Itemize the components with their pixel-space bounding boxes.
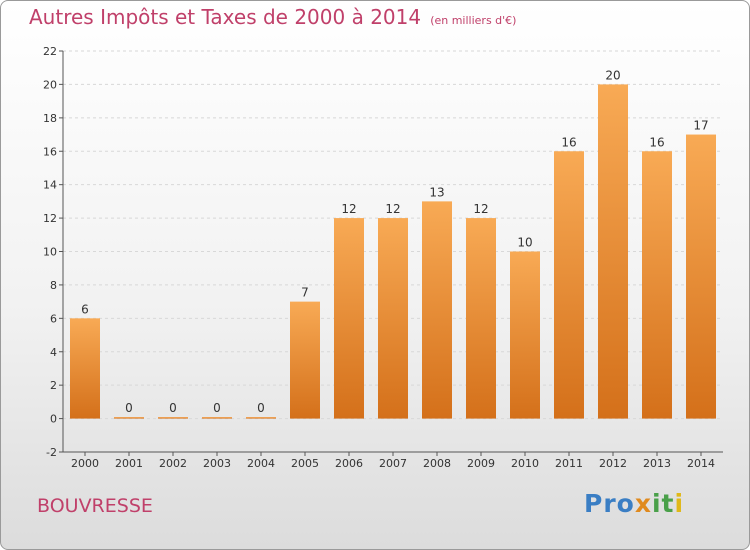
x-tick-label: 2000 [71, 457, 99, 470]
y-tick-label: 14 [43, 179, 57, 192]
y-tick-label: 10 [43, 246, 57, 259]
x-tick-label: 2005 [291, 457, 319, 470]
bar [554, 151, 584, 419]
data-label: 0 [257, 401, 265, 415]
bar [70, 318, 100, 419]
chart-title-main: Autres Impôts et Taxes de 2000 à 2014 [29, 5, 422, 29]
x-tick-label: 2003 [203, 457, 231, 470]
x-tick-label: 2013 [643, 457, 671, 470]
data-label: 12 [385, 202, 400, 216]
y-tick-label: 18 [43, 112, 57, 125]
x-tick-label: 2011 [555, 457, 583, 470]
bar [422, 201, 452, 419]
y-tick-label: 6 [50, 312, 57, 325]
bar [202, 417, 232, 419]
y-tick-label: 8 [50, 279, 57, 292]
bar [378, 218, 408, 419]
y-tick-label: 20 [43, 78, 57, 91]
x-tick-label: 2008 [423, 457, 451, 470]
bar [466, 218, 496, 419]
proxiti-logo[interactable]: Proxiti [584, 489, 684, 518]
data-label: 17 [693, 119, 708, 133]
x-tick-label: 2004 [247, 457, 275, 470]
bar [334, 218, 364, 419]
logo-letters-2: x [634, 489, 652, 518]
x-tick-label: 2010 [511, 457, 539, 470]
logo-letters-3: it [651, 489, 675, 518]
data-label: 16 [561, 135, 576, 149]
y-tick-label: 16 [43, 145, 57, 158]
x-tick-label: 2014 [687, 457, 715, 470]
x-tick-label: 2002 [159, 457, 187, 470]
y-tick-label: 4 [50, 346, 57, 359]
bar [598, 84, 628, 419]
x-tick-label: 2001 [115, 457, 143, 470]
x-tick-label: 2012 [599, 457, 627, 470]
bar [510, 251, 540, 419]
y-tick-label: 12 [43, 212, 57, 225]
chart-title: Autres Impôts et Taxes de 2000 à 2014 (e… [29, 5, 516, 29]
bar [114, 417, 144, 419]
x-tick-label: 2006 [335, 457, 363, 470]
data-label: 13 [429, 185, 444, 199]
data-label: 16 [649, 135, 664, 149]
y-tick-label: 22 [43, 45, 57, 58]
logo-letters-4: i [674, 489, 685, 518]
bar [686, 134, 716, 419]
x-tick-label: 2009 [467, 457, 495, 470]
logo-letters-1: Pro [584, 489, 635, 518]
y-tick-label: -2 [46, 446, 57, 459]
data-label: 12 [341, 202, 356, 216]
data-label: 0 [213, 401, 221, 415]
y-tick-label: 2 [50, 379, 57, 392]
bar [158, 417, 188, 419]
commune-name: BOUVRESSE [37, 495, 153, 517]
data-label: 6 [81, 302, 89, 316]
data-label: 20 [605, 68, 620, 82]
bar [246, 417, 276, 419]
data-label: 0 [125, 401, 133, 415]
bar [642, 151, 672, 419]
x-tick-label: 2007 [379, 457, 407, 470]
data-label: 7 [301, 286, 309, 300]
bar [290, 301, 320, 419]
data-label: 0 [169, 401, 177, 415]
data-label: 10 [517, 236, 532, 250]
chart-title-unit: (en milliers d'€) [430, 14, 517, 27]
y-tick-label: 0 [50, 413, 57, 426]
data-label: 12 [473, 202, 488, 216]
